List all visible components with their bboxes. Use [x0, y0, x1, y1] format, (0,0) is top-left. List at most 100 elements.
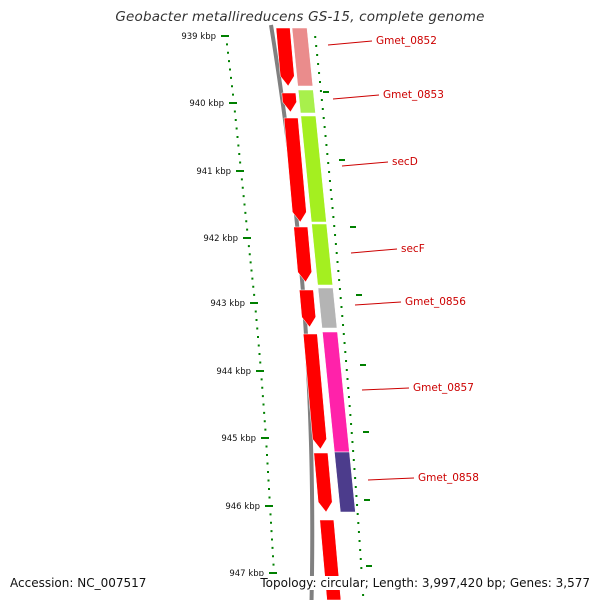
tick-label: 940 kbp: [189, 99, 224, 109]
outer-minor-tick: [355, 495, 358, 497]
tick-label: 942 kbp: [203, 234, 238, 244]
gene-leader-line: [367, 477, 415, 481]
gene-label: Gmet_0853: [383, 89, 444, 101]
minor-tick: [267, 479, 270, 482]
minor-tick: [263, 420, 266, 423]
outer-minor-tick: [318, 72, 321, 74]
outer-minor-tick: [352, 450, 355, 452]
minor-tick: [261, 395, 264, 398]
minor-tick: [230, 76, 232, 79]
outer-minor-tick: [322, 117, 325, 119]
tick-label: 944 kbp: [216, 367, 251, 377]
minor-tick: [268, 488, 270, 490]
gene-label: Gmet_0856: [405, 296, 466, 308]
outer-minor-tick: [337, 270, 340, 272]
minor-tick: [251, 277, 254, 280]
minor-tick: [264, 428, 267, 431]
minor-tick: [270, 530, 273, 533]
minor-tick: [255, 319, 258, 321]
gene-block: [317, 287, 338, 329]
cds-arrow: [293, 226, 312, 283]
outer-minor-tick: [327, 162, 330, 164]
minor-tick: [259, 361, 262, 364]
outer-minor-tick: [344, 351, 347, 353]
gene-label: Gmet_0857: [413, 382, 474, 394]
outer-minor-tick: [358, 540, 361, 542]
outer-minor-tick: [319, 90, 322, 92]
outer-minor-tick: [315, 45, 318, 47]
outer-minor-tick: [340, 306, 343, 308]
outer-minor-tick: [345, 360, 348, 362]
cds-arrow: [302, 333, 327, 450]
minor-tick: [247, 245, 250, 248]
minor-tick: [267, 471, 269, 473]
tick-label: 945 kbp: [221, 434, 256, 444]
minor-tick: [262, 403, 265, 406]
gene-leader-line: [354, 301, 402, 306]
minor-tick: [237, 144, 240, 147]
minor-tick: [242, 195, 245, 198]
gene-track: [291, 27, 356, 513]
cds-arrow: [283, 117, 307, 223]
tick-label: 941 kbp: [196, 167, 231, 177]
outer-minor-tick: [360, 567, 363, 569]
tick-label: 943 kbp: [210, 299, 245, 309]
gene-leader-line: [361, 387, 410, 391]
gene-label: Gmet_0852: [376, 35, 437, 47]
minor-tick: [233, 110, 236, 113]
minor-tick: [263, 411, 266, 414]
minor-tick: [272, 563, 275, 566]
gene-leader-line: [350, 248, 398, 254]
minor-tick: [239, 161, 242, 164]
minor-tick: [248, 253, 251, 256]
outer-minor-tick: [326, 153, 329, 155]
minor-tick: [257, 336, 259, 338]
minor-tick: [266, 454, 268, 456]
minor-tick: [226, 43, 228, 46]
outer-minor-tick: [338, 279, 341, 281]
minor-tick: [232, 93, 234, 96]
outer-minor-tick: [336, 261, 339, 263]
minor-tick: [272, 555, 274, 558]
minor-tick: [271, 546, 274, 549]
cds-arrow: [313, 452, 333, 513]
outer-minor-tick: [333, 225, 336, 227]
gene-block: [311, 223, 333, 286]
map-title: Geobacter metallireducens GS-15, complet…: [115, 9, 485, 25]
cds-arrow: [275, 27, 295, 87]
minor-tick: [243, 203, 246, 206]
outer-minor-tick: [317, 63, 320, 65]
accession-text: Accession: NC_007517: [8, 576, 149, 590]
outer-minor-tick: [331, 207, 334, 209]
outer-minor-tick: [359, 558, 362, 560]
tick-label: 946 kbp: [225, 502, 260, 512]
gene-label: Gmet_0858: [418, 472, 479, 484]
minor-tick: [250, 269, 253, 272]
outer-minor-tick: [334, 234, 337, 236]
outer-minor-tick: [329, 189, 332, 191]
outer-minor-tick: [332, 216, 335, 218]
minor-tick: [252, 285, 255, 288]
minor-tick: [238, 153, 241, 155]
outer-minor-tick: [334, 243, 337, 245]
outer-minor-tick: [348, 405, 351, 407]
minor-tick: [253, 293, 256, 296]
outer-minor-tick: [339, 297, 342, 299]
outer-minor-tick: [359, 549, 362, 551]
outer-minor-tick: [345, 369, 348, 371]
cds-arrow: [299, 289, 316, 328]
outer-minor-tick: [342, 333, 345, 335]
minor-tick: [268, 496, 271, 499]
minor-tick: [256, 327, 259, 330]
outer-minor-tick: [323, 126, 326, 128]
gene-block: [334, 451, 356, 513]
minor-tick: [265, 445, 268, 448]
minor-tick: [258, 353, 261, 355]
minor-tick: [229, 68, 231, 71]
gene-block: [322, 331, 350, 453]
gene-leader-line: [332, 94, 380, 100]
outer-minor-tick: [338, 288, 341, 290]
outer-minor-tick: [351, 441, 354, 443]
outer-minor-tick: [356, 513, 359, 515]
